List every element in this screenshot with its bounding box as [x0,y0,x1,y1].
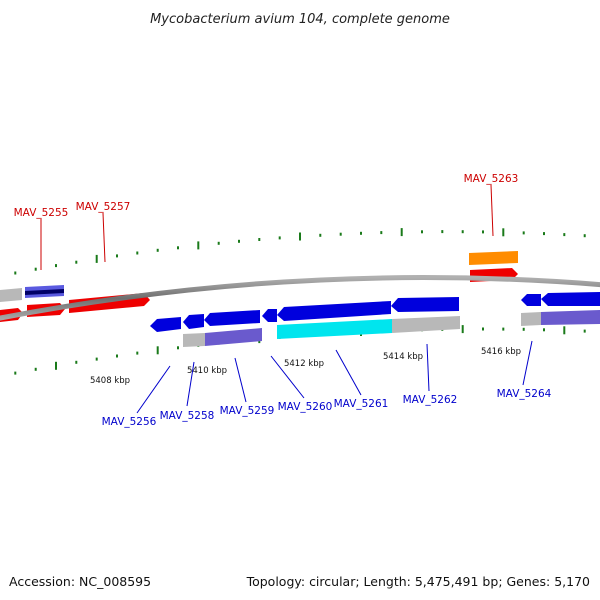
cds-arrow-mav-5264b[interactable] [541,292,600,306]
ruler-label: 5410 kbp [187,366,227,376]
cds-arrow-mav-5264a[interactable] [521,294,541,306]
leader-line-mav-5260 [270,355,305,399]
gene-label-mav-5261[interactable]: MAV_5261 [334,398,389,410]
gene-label-mav-5259[interactable]: MAV_5259 [220,405,275,417]
highlight-feature-mav-5261[interactable] [277,319,392,339]
leader-line-mav-5257 [102,212,106,263]
label-leader-lines [40,184,533,414]
gene-label-mav-5258[interactable]: MAV_5258 [160,410,215,422]
leader-line-mav-5263 [490,184,494,237]
cds-arrow-mav-5260[interactable] [262,309,277,322]
leader-line-mav-5262 [426,343,430,392]
gene-labels: MAV_5255 MAV_5257 MAV_5263 MAV_5256 MAV_… [14,173,552,428]
cds-arrow-mav-5259[interactable] [204,310,260,326]
gene-label-mav-5262[interactable]: MAV_5262 [403,394,458,406]
topology-value: circular [309,574,356,589]
accession-label: Accession: [9,574,76,589]
gene-label-mav-5263[interactable]: MAV_5263 [464,173,519,185]
protein-feature-mav-5255[interactable] [25,285,64,298]
gray-feature-mav-5262[interactable] [392,316,460,333]
kbp-ruler: 5408 kbp 5410 kbp 5412 kbp 5414 kbp 5416… [90,347,521,386]
genes-value: 5,170 [554,574,590,589]
length-value: 5,475,491 bp [414,574,499,589]
cds-arrow-mav-5261[interactable] [277,301,391,321]
leader-line-mav-5261 [335,349,362,396]
protein-feature-mav-5259[interactable] [205,328,262,346]
forward-tick-track [14,228,586,275]
gene-label-mav-5260[interactable]: MAV_5260 [278,401,333,413]
gene-label-mav-5255[interactable]: MAV_5255 [14,207,69,219]
gray-feature-mav-5258[interactable] [183,333,205,347]
cds-arrow-mav-5258[interactable] [183,314,204,329]
gray-feature-left[interactable] [0,288,22,302]
accession-info: Accession: NC_008595 [9,574,151,589]
ruler-label: 5416 kbp [481,347,521,357]
leader-line-mav-5264 [522,340,533,386]
gene-label-mav-5256[interactable]: MAV_5256 [102,416,157,428]
leader-line-mav-5258 [186,361,195,407]
ruler-label: 5408 kbp [90,376,130,386]
reverse-strand-features [150,292,600,347]
accession-value: NC_008595 [79,574,152,589]
cds-arrow-mav-5256[interactable] [150,317,181,332]
length-label: Length: [363,574,411,589]
cds-arrow-mav-5262[interactable] [391,297,459,312]
genome-stats: Topology: circular; Length: 5,475,491 bp… [246,574,590,589]
genes-label: Genes: [506,574,551,589]
topology-label: Topology: [246,574,306,589]
leader-line-mav-5256 [136,365,171,414]
protein-feature-mav-5264[interactable] [541,310,600,325]
ruler-label: 5414 kbp [383,352,423,362]
map-title: Mycobacterium avium 104, complete genome [150,12,450,27]
rna-feature-mav-5263[interactable] [469,251,518,265]
gene-label-mav-5264[interactable]: MAV_5264 [497,388,552,400]
ruler-label: 5412 kbp [284,359,324,369]
gene-label-mav-5257[interactable]: MAV_5257 [76,201,131,213]
genome-backbone [0,275,600,321]
leader-line-mav-5259 [234,357,247,403]
gray-feature-mav-5264[interactable] [521,312,541,326]
